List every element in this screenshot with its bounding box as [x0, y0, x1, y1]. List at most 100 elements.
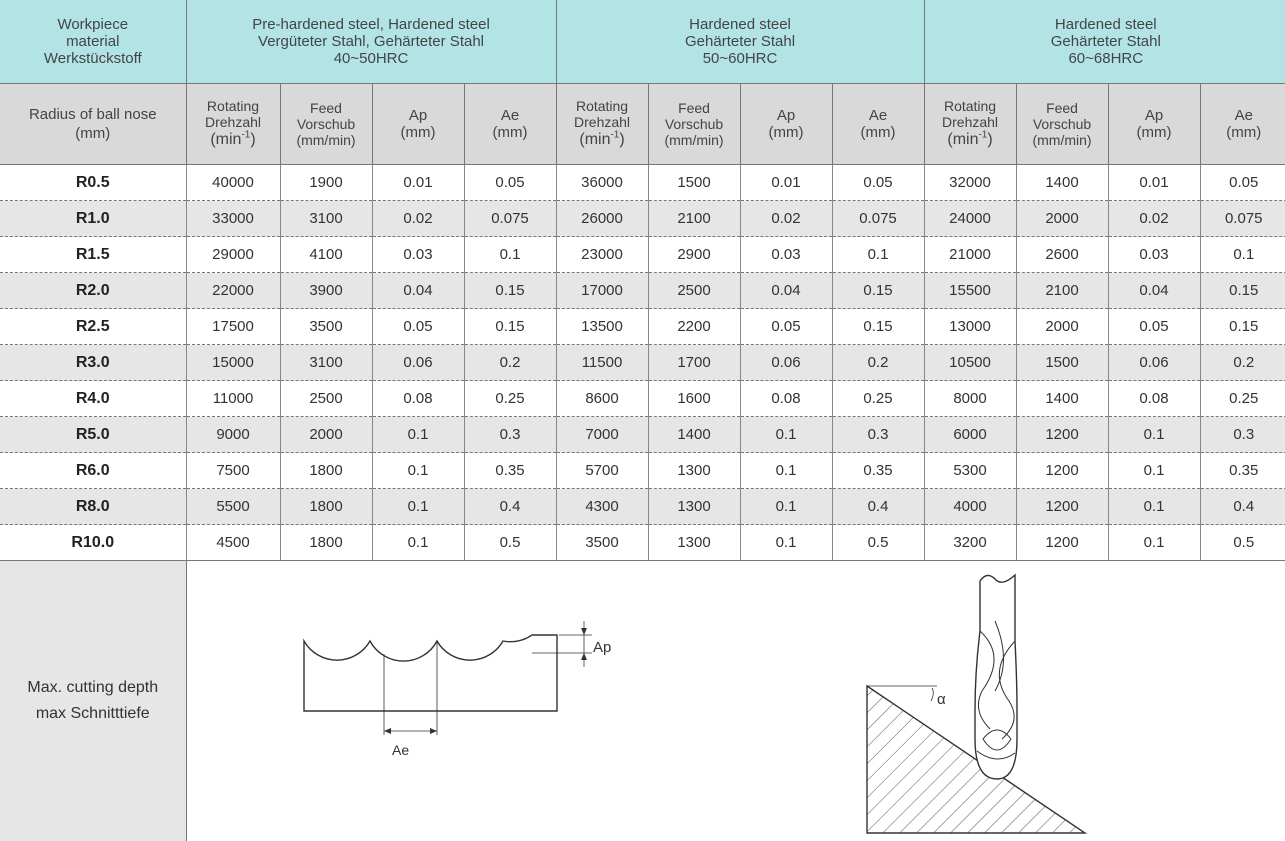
feed-cell: 2500: [280, 381, 372, 417]
material-group-2: Hardened steel Gehärteter Stahl 50~60HRC: [556, 0, 924, 84]
rotating-cell: 22000: [186, 273, 280, 309]
feed-cell: 1700: [648, 345, 740, 381]
ae-cell: 0.4: [464, 489, 556, 525]
ae-cell: 0.15: [1200, 309, 1285, 345]
ae-cell: 0.5: [832, 525, 924, 561]
rotating-cell: 3500: [556, 525, 648, 561]
rotating-cell: 29000: [186, 237, 280, 273]
ap-cell: 0.1: [372, 489, 464, 525]
ap-cell: 0.1: [740, 489, 832, 525]
rotating-cell: 17500: [186, 309, 280, 345]
rotating-cell: 13500: [556, 309, 648, 345]
material-group-1: Pre-hardened steel, Hardened steel Vergü…: [186, 0, 556, 84]
feed-cell: 2900: [648, 237, 740, 273]
ae-cell: 0.35: [1200, 453, 1285, 489]
radius-cell: R8.0: [0, 489, 186, 525]
rotating-cell: 4300: [556, 489, 648, 525]
rotating-cell: 15500: [924, 273, 1016, 309]
ae-header: Ae(mm): [1200, 84, 1285, 165]
ae-cell: 0.25: [464, 381, 556, 417]
ae-cell: 0.25: [1200, 381, 1285, 417]
ap-cell: 0.06: [1108, 345, 1200, 381]
rotating-cell: 8000: [924, 381, 1016, 417]
ap-cell: 0.01: [1108, 165, 1200, 201]
ae-cell: 0.15: [464, 273, 556, 309]
ae-cell: 0.35: [832, 453, 924, 489]
ap-cell: 0.08: [372, 381, 464, 417]
ap-cell: 0.1: [740, 453, 832, 489]
ap-cell: 0.02: [1108, 201, 1200, 237]
feed-cell: 1300: [648, 525, 740, 561]
ap-cell: 0.05: [740, 309, 832, 345]
feed-cell: 1500: [1016, 345, 1108, 381]
ap-cell: 0.1: [372, 525, 464, 561]
rotating-cell: 9000: [186, 417, 280, 453]
rotating-cell: 24000: [924, 201, 1016, 237]
ap-cell: 0.1: [1108, 453, 1200, 489]
rotating-cell: 8600: [556, 381, 648, 417]
ae-cell: 0.3: [1200, 417, 1285, 453]
feed-cell: 1800: [280, 489, 372, 525]
max-cutting-depth-row: Max. cutting depth max Schnitttiefe: [0, 561, 1285, 841]
feed-cell: 2200: [648, 309, 740, 345]
ae-cell: 0.3: [832, 417, 924, 453]
rotating-cell: 23000: [556, 237, 648, 273]
radius-cell: R10.0: [0, 525, 186, 561]
ap-cell: 0.1: [740, 525, 832, 561]
radius-cell: R0.5: [0, 165, 186, 201]
rotating-cell: 36000: [556, 165, 648, 201]
ap-cell: 0.03: [740, 237, 832, 273]
feed-cell: 1800: [280, 525, 372, 561]
rotating-cell: 7500: [186, 453, 280, 489]
radius-cell: R1.0: [0, 201, 186, 237]
feed-cell: 4100: [280, 237, 372, 273]
ap-cell: 0.04: [1108, 273, 1200, 309]
feed-cell: 1200: [1016, 417, 1108, 453]
feed-cell: 1400: [1016, 381, 1108, 417]
rotating-cell: 5500: [186, 489, 280, 525]
ap-cell: 0.01: [372, 165, 464, 201]
radius-cell: R5.0: [0, 417, 186, 453]
feed-cell: 2000: [1016, 309, 1108, 345]
ae-cell: 0.05: [464, 165, 556, 201]
ae-cell: 0.1: [832, 237, 924, 273]
feed-cell: 1300: [648, 453, 740, 489]
rotating-cell: 10500: [924, 345, 1016, 381]
feed-cell: 1900: [280, 165, 372, 201]
cutting-conditions-table: Workpiece material Werkstückstoff Pre-ha…: [0, 0, 1285, 165]
radius-cell: R2.5: [0, 309, 186, 345]
feed-cell: 1400: [1016, 165, 1108, 201]
feed-cell: 2100: [648, 201, 740, 237]
cutting-depth-diagrams: Ap Ae: [186, 561, 1285, 841]
ae-cell: 0.2: [832, 345, 924, 381]
ae-cell: 0.05: [832, 165, 924, 201]
rotating-cell: 11000: [186, 381, 280, 417]
ae-cell: 0.2: [1200, 345, 1285, 381]
ap-cell: 0.02: [372, 201, 464, 237]
rotating-cell: 5700: [556, 453, 648, 489]
ae-cell: 0.05: [1200, 165, 1285, 201]
incline-diagram: [867, 575, 1085, 833]
radius-cell: R3.0: [0, 345, 186, 381]
feed-cell: 1500: [648, 165, 740, 201]
feed-cell: 1400: [648, 417, 740, 453]
rotating-cell: 4500: [186, 525, 280, 561]
ae-cell: 0.4: [832, 489, 924, 525]
ap-header: Ap(mm): [1108, 84, 1200, 165]
ae-label: Ae: [392, 742, 409, 758]
ae-cell: 0.075: [832, 201, 924, 237]
ae-cell: 0.15: [832, 273, 924, 309]
material-header-row: Workpiece material Werkstückstoff Pre-ha…: [0, 0, 1285, 84]
